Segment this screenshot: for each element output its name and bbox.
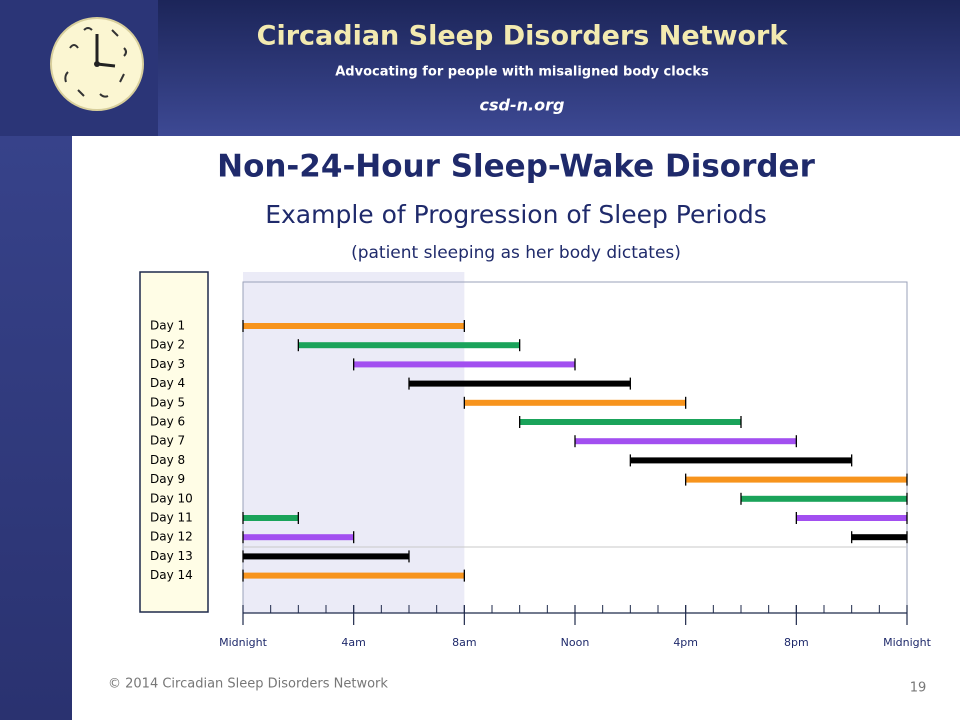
sleep-bar [630,457,852,464]
sleep-bar [243,534,354,541]
sleep-bar [353,361,575,368]
chart-subtitle: Example of Progression of Sleep Periods [265,200,767,229]
x-tick-label: 8am [452,636,476,649]
plot: Midnight 4am 8am Noon 4pm 8pm Midnight Day 1 Day… [150,319,932,650]
sleep-bar [575,438,797,445]
sleep-bar [243,572,465,579]
logo [50,17,144,111]
row-label: Day 7 [150,434,185,448]
x-tick-label: 4pm [673,636,698,649]
x-tick-label: 4am [341,636,365,649]
row-label: Day 4 [150,376,185,390]
banner [0,0,960,136]
sleep-bar [243,553,409,560]
x-tick-label: Noon [561,636,590,649]
row-label: Day 2 [150,338,185,352]
row-label: Day 12 [150,530,193,544]
tagline: Advocating for people with misaligned bo… [335,65,709,80]
sleep-bar [685,476,907,483]
row-label: Day 14 [150,568,193,582]
sleep-bar [741,495,907,502]
x-tick-label: 8pm [784,636,809,649]
copyright: © 2014 Circadian Sleep Disorders Network [108,677,388,692]
chart-note: (patient sleeping as her body dictates) [351,243,681,263]
row-label: Day 6 [150,415,185,429]
sleep-bar [298,342,520,349]
row-label-box [139,271,209,613]
content-area [72,136,960,720]
page-number: 19 [910,681,927,696]
sleep-bar [409,380,631,387]
row-label: Day 5 [150,395,185,409]
row-label: Day 9 [150,472,185,486]
sleep-bar [464,399,686,406]
x-tick-label: Midnight [883,636,932,649]
x-tick-label: Midnight [219,636,268,649]
row-label: Day 10 [150,491,193,505]
sleep-bar [851,534,907,541]
chart-title: Non-24-Hour Sleep-Wake Disorder [217,149,815,185]
sleep-bar [796,515,907,521]
row-label: Day 1 [150,319,185,333]
row-label: Day 3 [150,357,185,371]
sleep-bar [519,419,741,425]
sleep-bar [243,515,299,521]
site: csd-n.org [480,96,565,115]
row-label: Day 13 [150,549,193,563]
row-label: Day 8 [150,453,185,467]
row-label: Day 11 [150,511,193,525]
sleep-bar [243,323,465,329]
org-name: Circadian Sleep Disorders Network [257,21,789,52]
